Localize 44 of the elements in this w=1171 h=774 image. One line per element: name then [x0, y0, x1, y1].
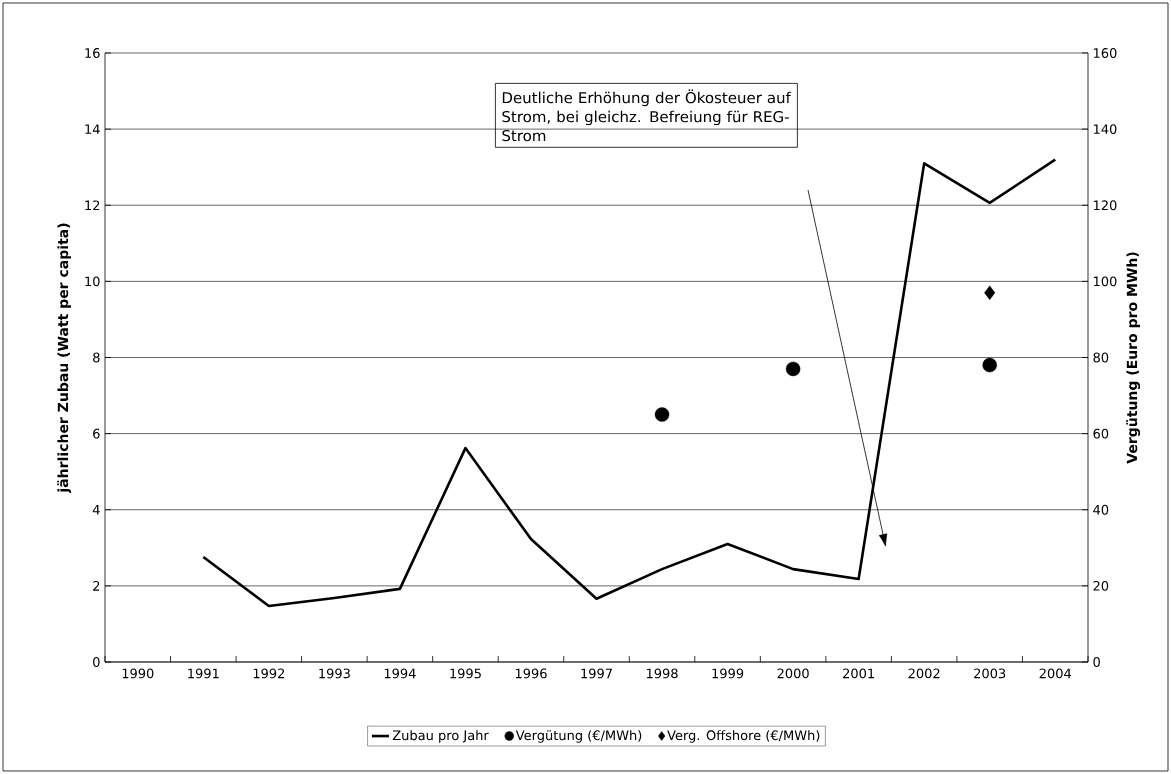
y2-tick-label: 40: [1093, 504, 1109, 515]
y-tick-label: 14: [85, 124, 100, 134]
y2-tick-label: 20: [1093, 580, 1109, 591]
x-tick-label: 1991: [188, 668, 219, 679]
y-tick-label: 8: [93, 352, 100, 363]
x-tick-label: 2001: [843, 668, 874, 679]
y2-axis-title: Vergütung (Euro pro MWh): [1126, 252, 1141, 464]
x-tick-label: 2002: [908, 668, 940, 679]
y2-tick-label: 80: [1093, 352, 1109, 363]
line-series: [202, 158, 1057, 608]
x-tick-label: 1997: [581, 668, 612, 679]
y-tick-label: 10: [85, 276, 100, 287]
x-tick-label: 1995: [450, 668, 481, 679]
y2-tick-label: 60: [1093, 428, 1109, 439]
point: [982, 357, 997, 373]
y-tick-label: 4: [92, 505, 100, 515]
annotation: Deutliche Erhöhung der Ökosteuer auf Strom, bei gleichz. Befreiung für REG-Strom: [502, 89, 792, 142]
y-tick-label: 16: [85, 48, 100, 58]
point: [984, 285, 996, 300]
y-tick-label: 12: [85, 200, 100, 211]
x-tick-label: 1994: [384, 668, 416, 679]
y-tick-label: 6: [93, 428, 100, 439]
x-tick-label: 1990: [122, 668, 154, 679]
y2-tick-label: 100: [1093, 276, 1117, 287]
y2-tick-label: 160: [1093, 48, 1117, 58]
x-tick-label: 1998: [646, 668, 678, 679]
legend-label: Verg. Offshore (€/MWh): [667, 730, 820, 743]
x-tick-label: 2004: [1039, 668, 1072, 679]
legend-label: Vergütung (€/MWh): [515, 730, 642, 743]
legend-label: Zubau pro Jahr: [392, 730, 489, 743]
x-tick-label: 1992: [253, 668, 285, 679]
y-tick-label: 0: [93, 657, 100, 667]
y-tick-label: 2: [93, 581, 100, 591]
y2-tick-label: 0: [1093, 657, 1100, 667]
x-tick-label: 1999: [712, 668, 744, 679]
point: [654, 407, 670, 422]
y-axis-title: jährlicher Zubau (Watt per capita): [57, 223, 72, 494]
y2-tick-label: 140: [1093, 124, 1117, 135]
x-tick-label: 2003: [974, 668, 1006, 679]
y2-tick-label: 120: [1093, 200, 1117, 211]
x-tick-label: 2000: [777, 668, 809, 679]
x-tick-label: 1993: [319, 668, 350, 679]
point: [785, 361, 801, 377]
x-tick-label: 1996: [515, 668, 547, 679]
